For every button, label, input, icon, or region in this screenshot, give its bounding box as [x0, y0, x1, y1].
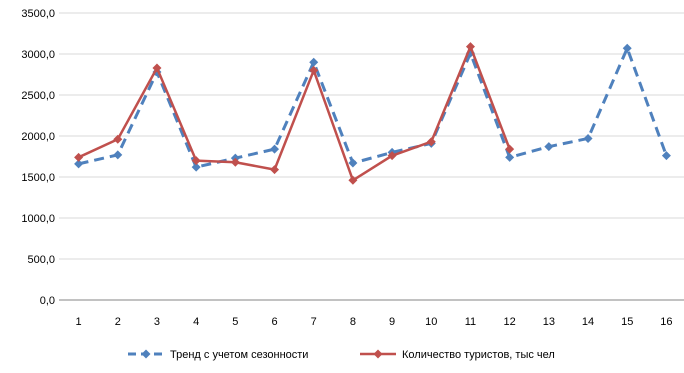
data-point	[309, 57, 319, 67]
data-point	[270, 165, 280, 175]
data-point	[348, 175, 358, 185]
legend-item: Количество туристов, тыс чел	[360, 349, 555, 361]
x-tick-label: 6	[271, 316, 277, 328]
x-tick-label: 12	[504, 316, 516, 328]
axes: 0,0500,01000,01500,02000,02500,03000,035…	[21, 8, 672, 328]
data-point	[152, 63, 162, 73]
y-tick-label: 0,0	[40, 295, 55, 307]
data-point	[465, 42, 475, 52]
x-tick-label: 7	[311, 316, 317, 328]
data-point	[426, 137, 436, 147]
y-tick-label: 2500,0	[21, 90, 55, 102]
legend-label: Тренд с учетом сезонности	[170, 349, 308, 361]
x-tick-label: 16	[660, 316, 672, 328]
x-tick-label: 5	[232, 316, 238, 328]
series	[74, 42, 671, 185]
y-tick-label: 3500,0	[21, 8, 55, 20]
y-tick-label: 1500,0	[21, 172, 55, 184]
data-point	[387, 151, 397, 161]
x-tick-label: 4	[193, 316, 199, 328]
gridlines	[59, 12, 684, 301]
x-tick-label: 10	[425, 316, 437, 328]
legend-swatch-marker	[141, 349, 151, 359]
data-point	[348, 158, 358, 168]
data-point	[74, 159, 84, 169]
legend-item: Тренд с учетом сезонности	[128, 349, 308, 361]
x-tick-label: 11	[465, 316, 476, 328]
legend: Тренд с учетом сезонности Количество тури…	[128, 349, 555, 361]
series-1	[74, 43, 671, 172]
data-point	[505, 144, 515, 154]
data-point	[191, 162, 201, 172]
series-line	[78, 46, 668, 169]
y-tick-label: 500,0	[27, 254, 55, 266]
x-tick-label: 2	[115, 316, 121, 328]
data-point	[661, 151, 671, 161]
data-point	[583, 133, 593, 143]
x-tick-label: 9	[389, 316, 395, 328]
series-line	[78, 45, 511, 182]
data-point	[622, 43, 632, 53]
data-point	[270, 144, 280, 154]
data-point	[191, 156, 201, 166]
y-tick-label: 3000,0	[21, 49, 55, 61]
data-point	[113, 134, 123, 144]
data-point	[505, 152, 515, 162]
x-tick-label: 1	[76, 316, 82, 328]
x-tick-label: 8	[350, 316, 356, 328]
series-2	[74, 42, 515, 185]
x-tick-label: 15	[621, 316, 633, 328]
data-point	[74, 152, 84, 162]
x-tick-label: 14	[582, 316, 594, 328]
legend-swatch-marker	[373, 349, 383, 359]
x-tick-label: 3	[154, 316, 160, 328]
data-point	[113, 150, 123, 160]
data-point	[309, 65, 319, 75]
x-tick-label: 13	[543, 316, 555, 328]
data-point	[230, 157, 240, 167]
data-point	[544, 142, 554, 152]
y-tick-label: 1000,0	[21, 213, 55, 225]
legend-label: Количество туристов, тыс чел	[402, 349, 555, 361]
y-tick-label: 2000,0	[21, 131, 55, 143]
